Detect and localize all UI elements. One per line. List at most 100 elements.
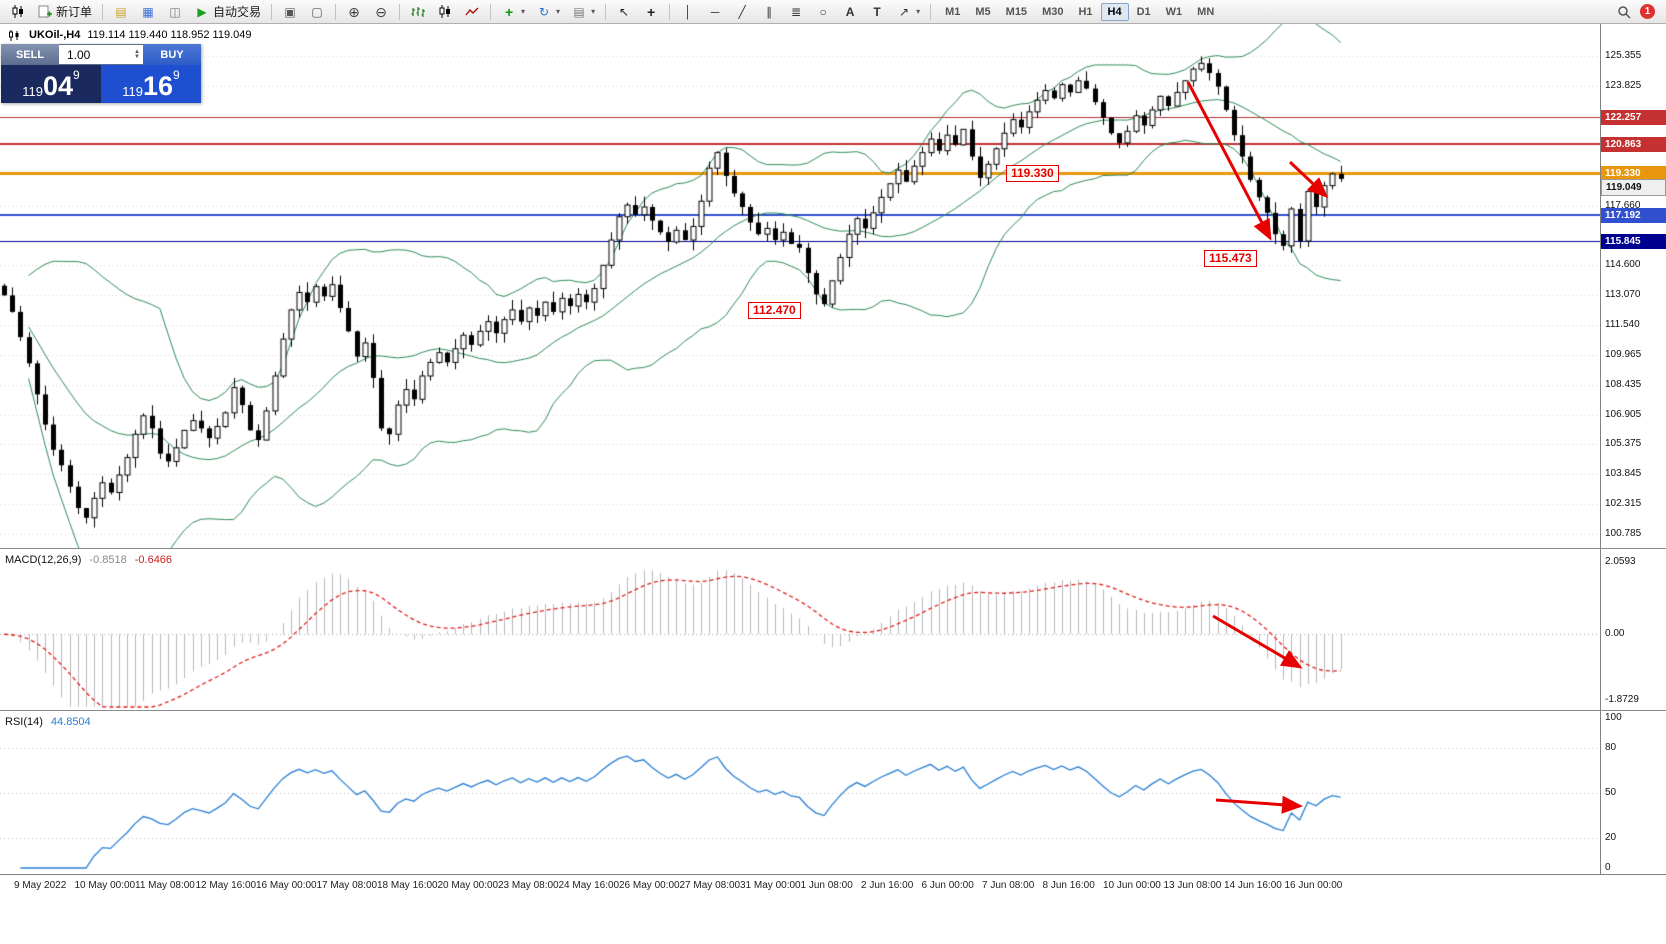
new-order-label: 新订单 [56, 4, 93, 19]
macd-signal-value: -0.6466 [134, 554, 173, 566]
volume-input[interactable]: 1.00 ▲ ▼ [59, 44, 143, 65]
price-scale-label: 109.965 [1605, 349, 1642, 361]
toolbar-separator [335, 3, 337, 20]
candle-chart-button[interactable] [432, 2, 458, 22]
time-axis-label: 6 Jun 00:00 [921, 880, 974, 891]
cascade-windows-icon: ▢ [311, 4, 323, 19]
autotrading-button[interactable]: ▶ 自动交易 [189, 2, 266, 22]
cascade-windows-button[interactable]: ▢ [304, 2, 330, 22]
buy-button[interactable]: BUY [143, 44, 201, 65]
time-axis-label: 10 May 00:00 [74, 880, 136, 891]
text-icon: A [845, 4, 855, 19]
chevron-down-icon: ▾ [521, 6, 526, 16]
channel-tool-button[interactable]: ∥ [756, 2, 782, 22]
bid-price-box[interactable]: 119 04 9 [1, 65, 101, 103]
new-chart-button[interactable] [5, 2, 31, 22]
toolbar-separator [490, 3, 492, 20]
line-chart-button[interactable] [459, 2, 485, 22]
toolbar-separator [271, 3, 273, 20]
rsi-scale-label: 80 [1605, 742, 1617, 753]
cursor-button[interactable]: ↖ [611, 2, 637, 22]
panel-separator[interactable] [0, 548, 1666, 549]
time-axis-label: 16 Jun 00:00 [1284, 880, 1343, 891]
navigator-button[interactable]: ◫ [162, 2, 188, 22]
price-annotation-box[interactable]: 115.473 [1204, 250, 1257, 267]
main-chart[interactable] [0, 24, 1600, 548]
price-tag: 115.845 [1601, 234, 1666, 250]
indicators-button[interactable]: + ▾ [496, 2, 530, 22]
bar-chart-icon [410, 4, 426, 20]
arrows-tool-button[interactable]: ↗ ▾ [891, 2, 925, 22]
time-axis-label: 7 Jun 08:00 [982, 880, 1035, 891]
ask-price-box[interactable]: 119 16 9 [101, 65, 201, 103]
tf-button-d1[interactable]: D1 [1130, 3, 1158, 21]
autotrading-icon: ▶ [197, 4, 207, 19]
price-scale-label: 108.435 [1605, 379, 1642, 390]
tf-button-m5[interactable]: M5 [968, 3, 997, 21]
trendline-tool-button[interactable]: ╱ [729, 2, 755, 22]
candlestick-chart-icon [10, 4, 26, 20]
bid-prefix: 119 [22, 84, 43, 99]
tf-button-h4[interactable]: H4 [1100, 2, 1129, 21]
time-axis-label: 9 May 2022 [14, 880, 67, 891]
templates-icon: ▤ [573, 4, 585, 19]
price-scale[interactable]: 125.355 123.825 117.660 114.600 113.070 111.5… [1600, 24, 1666, 874]
search-button[interactable] [1611, 2, 1637, 22]
rsi-title: RSI(14) [5, 716, 43, 728]
tile-windows-button[interactable]: ▣ [277, 2, 303, 22]
panel-separator[interactable] [0, 710, 1666, 711]
time-axis-label: 24 May 16:00 [558, 880, 620, 891]
horizontal-line-tool-button[interactable]: ─ [702, 2, 728, 22]
cursor-icon: ↖ [619, 4, 630, 19]
rsi-scale-label: 20 [1605, 832, 1617, 843]
time-axis-label: 2 Jun 16:00 [861, 880, 914, 891]
notification-badge[interactable]: 1 [1640, 4, 1655, 19]
zoom-out-button[interactable]: ⊖ [368, 2, 394, 22]
time-axis-label: 17 May 08:00 [316, 880, 378, 891]
crosshair-button[interactable]: + [638, 2, 664, 22]
tf-button-m1[interactable]: M1 [938, 3, 967, 21]
time-axis-label: 12 May 16:00 [195, 880, 257, 891]
text-tool-button[interactable]: A [837, 2, 863, 22]
zoom-in-button[interactable]: ⊕ [341, 2, 367, 22]
price-scale-label: 106.905 [1605, 408, 1642, 420]
rsi-indicator-chart[interactable] [0, 712, 1600, 874]
price-scale-label: 105.375 [1605, 438, 1642, 450]
chart-symbol-header: UKOil-,H4 119.114 119.440 118.952 119.04… [6, 27, 251, 43]
fibonacci-tool-button[interactable]: ≣ [783, 2, 809, 22]
price-annotation-box[interactable]: 112.470 [748, 302, 801, 319]
time-axis[interactable]: 9 May 2022 10 May 00:00 11 May 08:00 12 May… [0, 874, 1666, 899]
tf-button-m30[interactable]: M30 [1035, 3, 1070, 21]
market-watch-button[interactable]: ▦ [135, 2, 161, 22]
toolbar-separator [605, 3, 607, 20]
bar-chart-button[interactable] [405, 2, 431, 22]
rsi-scale-label: 0 [1605, 862, 1611, 873]
volume-stepper[interactable]: ▲ ▼ [134, 48, 140, 60]
time-axis-label: 31 May 00:00 [740, 880, 801, 891]
stepper-down-icon[interactable]: ▼ [134, 53, 140, 60]
sell-button[interactable]: SELL [1, 44, 59, 65]
price-tag: 117.192 [1601, 207, 1666, 223]
tf-button-w1[interactable]: W1 [1159, 3, 1190, 21]
new-order-icon [37, 4, 53, 20]
market-watch-icon: ▦ [142, 4, 154, 19]
ohlc-values: 119.114 119.440 118.952 119.049 [87, 29, 252, 41]
price-scale-label: 111.540 [1605, 318, 1640, 330]
time-axis-label: 23 May 08:00 [498, 880, 559, 891]
vertical-line-tool-button[interactable]: │ [675, 2, 701, 22]
templates-button[interactable]: ▤ ▾ [566, 2, 600, 22]
macd-main-value: -0.8518 [89, 554, 127, 566]
tf-button-m15[interactable]: M15 [999, 3, 1034, 21]
new-order-button[interactable]: 新订单 [32, 2, 97, 22]
label-tool-button[interactable]: T [864, 2, 890, 22]
periods-button[interactable]: ↻ ▾ [531, 2, 565, 22]
shapes-tool-button[interactable]: ○ [810, 2, 836, 22]
tf-button-h1[interactable]: H1 [1071, 3, 1099, 21]
macd-indicator-chart[interactable] [0, 550, 1600, 710]
macd-header: MACD(12,26,9) -0.8518 -0.6466 [5, 554, 172, 566]
profiles-button[interactable]: ▤ [108, 2, 134, 22]
stepper-up-icon[interactable]: ▲ [134, 48, 140, 55]
price-annotation-box[interactable]: 119.330 [1006, 165, 1059, 182]
tf-button-mn[interactable]: MN [1190, 3, 1221, 21]
